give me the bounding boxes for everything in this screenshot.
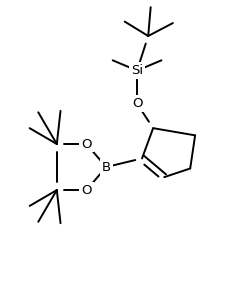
Text: O: O: [81, 183, 92, 197]
Text: O: O: [81, 137, 92, 151]
Text: Si: Si: [131, 64, 143, 77]
Text: B: B: [102, 160, 111, 174]
Text: O: O: [132, 97, 142, 110]
